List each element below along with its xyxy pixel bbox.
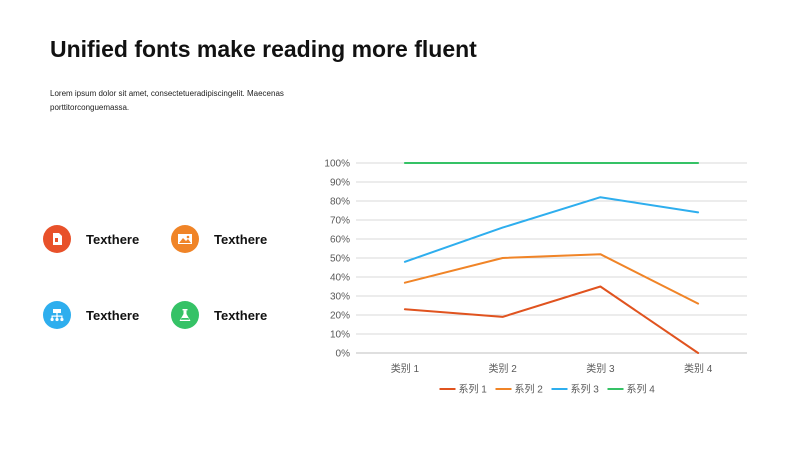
legend-label: 系列 4 [627,383,656,396]
y-tick-label: 80% [330,197,350,208]
y-tick-label: 20% [330,311,350,322]
series-line-2 [403,253,700,305]
y-tick-label: 0% [336,349,351,360]
x-tick-label: 类别 2 [488,362,517,375]
feature-item-1: Texthere [43,225,139,253]
feature-label: Texthere [214,231,268,247]
series-line-1 [403,285,700,354]
y-tick-label: 90% [330,178,350,189]
flask-icon [171,301,199,329]
feature-item-4: Texthere [171,301,267,329]
y-tick-label: 50% [330,254,350,265]
feature-label: Texthere [86,307,140,323]
series-line-3 [403,196,700,263]
y-tick-label: 100% [324,159,350,170]
document-icon [43,225,71,253]
feature-item-3: Texthere [43,301,139,329]
feature-label: Texthere [214,307,268,323]
y-tick-label: 30% [330,292,350,303]
legend-label: 系列 2 [515,383,544,396]
feature-item-2: Texthere [171,225,267,253]
feature-label: Texthere [86,231,140,247]
x-tick-label: 类别 4 [684,362,713,375]
y-tick-label: 40% [330,273,350,284]
y-tick-label: 10% [330,330,350,341]
y-tick-label: 70% [330,216,350,227]
legend-label: 系列 1 [459,383,488,396]
legend-label: 系列 3 [571,383,600,396]
x-tick-label: 类别 3 [586,362,615,375]
hierarchy-icon [43,301,71,329]
slide-title: Unified fonts make reading more fluent [50,36,477,62]
image-icon [171,225,199,253]
slide-subtitle: Lorem ipsum dolor sit amet, consectetuer… [50,89,284,112]
x-tick-label: 类别 1 [391,362,420,375]
y-tick-label: 60% [330,235,350,246]
